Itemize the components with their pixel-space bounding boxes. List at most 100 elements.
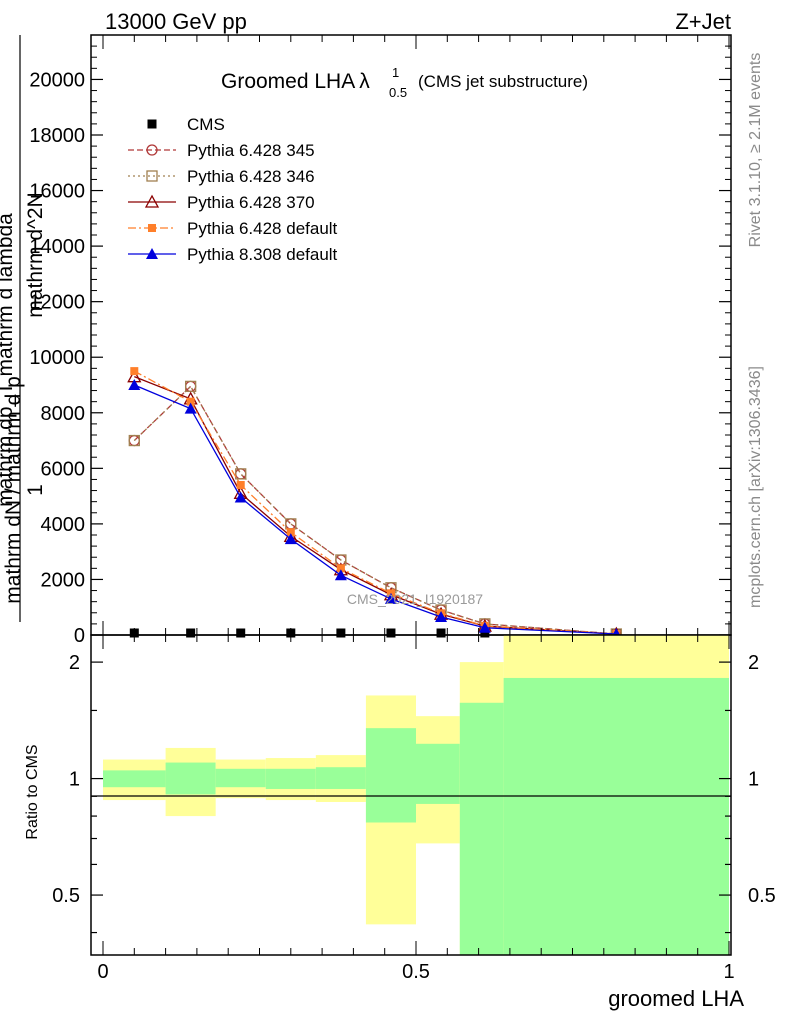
- data-point-py8: [128, 379, 141, 390]
- data-point-pydef: [336, 564, 345, 573]
- series-py8: [128, 379, 623, 639]
- data-point-py8: [284, 533, 297, 545]
- x-axis-label: groomed LHA: [608, 986, 744, 1011]
- main-y-tick-label: 2000: [41, 569, 86, 591]
- ratio-y-label: Ratio to CMS: [24, 744, 41, 839]
- ratio-band-green: [416, 743, 460, 804]
- ratio-y-tick-label: 1: [69, 769, 80, 791]
- data-point-py8: [384, 592, 397, 604]
- data-point-cms: [336, 628, 346, 638]
- ratio-frame: [90, 634, 732, 956]
- ratio-band-green: [103, 770, 166, 788]
- main-y-tick-label: 20000: [29, 69, 85, 91]
- ratio-y-tick-label: 0.5: [52, 885, 80, 907]
- legend-item-py370: Pythia 6.428 370: [128, 193, 315, 212]
- main-y-tick-label: 6000: [41, 458, 86, 480]
- data-point-py8: [184, 402, 197, 414]
- data-point-py345: [285, 518, 297, 530]
- mcplots-label: mcplots.cern.ch [arXiv:1306.3436]: [747, 366, 764, 608]
- legend-marker: [148, 224, 156, 232]
- ratio-band-green: [459, 702, 504, 955]
- main-y-tick-label: 0: [74, 625, 85, 647]
- main-x-ticks: [102, 35, 730, 635]
- main-panel: CMS_2021_I1920187 0 2000 4000 6000 8000 10000…: [0, 34, 732, 647]
- ratio-x-axis: 0 0.5 1: [97, 635, 735, 983]
- ratio-band-green: [315, 767, 366, 789]
- ratio-y-tick-label-right: 0.5: [748, 885, 776, 907]
- header-right: Z+Jet: [675, 9, 731, 34]
- legend-label: CMS: [187, 115, 225, 134]
- ratio-y-tick-label-right: 2: [748, 652, 759, 674]
- legend-marker: [146, 248, 158, 259]
- data-point-py8: [478, 621, 491, 633]
- legend-item-py345: Pythia 6.428 345: [128, 141, 315, 160]
- ratio-band-green: [365, 728, 416, 823]
- title-superscript: 1: [392, 65, 399, 80]
- x-tick-label: 1: [723, 961, 734, 983]
- ratio-y-tick-label: 2: [69, 652, 80, 674]
- main-plot-area: [127, 367, 624, 640]
- data-point-cms: [436, 628, 446, 638]
- ratio-band-green: [215, 768, 266, 788]
- legend-marker: [144, 194, 160, 208]
- rivet-label: Rivet 3.1.10, ≥ 2.1M events: [747, 53, 764, 248]
- data-point-py8: [435, 610, 448, 622]
- ratio-band-green: [503, 677, 729, 955]
- main-y-axis: 0 2000 4000 6000 8000 10000 12000 14000 16000 180…: [29, 34, 731, 647]
- main-y-tick-label: 14000: [29, 236, 85, 258]
- data-point-py346: [128, 434, 140, 447]
- legend-marker: [146, 144, 158, 156]
- legend-item-py8: Pythia 8.308 default: [128, 245, 338, 264]
- title-note: (CMS jet substructure): [418, 72, 588, 91]
- main-y-tick-label: 12000: [29, 292, 85, 314]
- main-y-label: mathrm d^2N 1 mathrm dN / mathrm d p mat…: [0, 35, 47, 622]
- ratio-band-green: [165, 762, 216, 795]
- data-point-pydef: [130, 367, 139, 376]
- data-point-py345: [184, 380, 197, 393]
- legend-item-pydef: Pythia 6.428 default: [128, 219, 338, 238]
- watermark: CMS_2021_I1920187: [347, 591, 483, 607]
- title-subscript: 0.5: [389, 85, 407, 100]
- chart-title: Groomed LHA λ: [221, 70, 370, 93]
- main-y-tick-label: 18000: [29, 125, 85, 147]
- ratio-band-green: [265, 768, 316, 789]
- legend-label: Pythia 6.428 345: [187, 141, 315, 160]
- data-point-py8: [234, 491, 247, 503]
- ylabel-one: 1: [24, 484, 47, 496]
- x-tick-label: 0.5: [402, 961, 430, 983]
- series-line-py346: [133, 385, 617, 635]
- main-y-tick-label: 10000: [29, 347, 85, 369]
- main-y-tick-label: 4000: [41, 514, 86, 536]
- legend-label: Pythia 6.428 346: [187, 167, 315, 186]
- legend-marker: [147, 119, 157, 129]
- legend-marker: [146, 170, 158, 182]
- data-point-pydef: [286, 528, 295, 537]
- data-point-pydef: [236, 481, 245, 489]
- legend-item-py346: Pythia 6.428 346: [128, 167, 315, 186]
- ratio-y-tick-label-right: 1: [748, 769, 759, 791]
- ylabel-numerator-a: mathrm d^2N: [24, 192, 47, 317]
- ylabel-inner-denominator: mathrm dp_T mathrm d lambda: [0, 213, 17, 507]
- ylabel-denominator: mathrm dN / mathrm d p: [2, 376, 25, 604]
- data-point-cms: [480, 628, 490, 638]
- legend: CMS Pythia 6.428 345 Pythia 6.428 346 Pythi…: [128, 115, 338, 264]
- legend-label: Pythia 8.308 default: [187, 245, 338, 264]
- data-point-py346: [235, 468, 247, 480]
- ratio-panel: 0.5 0.51 12 2 0 0.5 1 Ratio to CMS groomed LH…: [24, 634, 776, 1011]
- data-point-cms: [236, 628, 246, 638]
- data-point-py345: [235, 468, 247, 480]
- legend-label: Pythia 6.428 370: [187, 193, 315, 212]
- legend-item-cms: CMS: [147, 115, 225, 134]
- data-point-py346: [184, 380, 197, 393]
- main-y-tick-label: 8000: [41, 403, 86, 425]
- ratio-bands: [103, 635, 729, 955]
- data-point-cms: [386, 628, 396, 638]
- header-left: 13000 GeV pp: [105, 9, 247, 34]
- data-point-py8: [334, 569, 347, 581]
- ratio-y-axis: 0.5 0.5 1 1 2 2: [52, 652, 776, 934]
- data-point-cms: [186, 628, 196, 638]
- legend-label: Pythia 6.428 default: [187, 219, 338, 238]
- x-tick-label: 0: [97, 961, 108, 983]
- data-point-pydef: [186, 397, 195, 406]
